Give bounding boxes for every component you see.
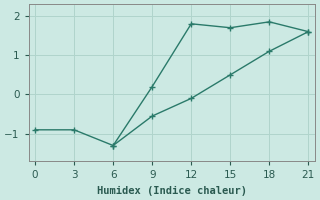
X-axis label: Humidex (Indice chaleur): Humidex (Indice chaleur) [97, 186, 247, 196]
